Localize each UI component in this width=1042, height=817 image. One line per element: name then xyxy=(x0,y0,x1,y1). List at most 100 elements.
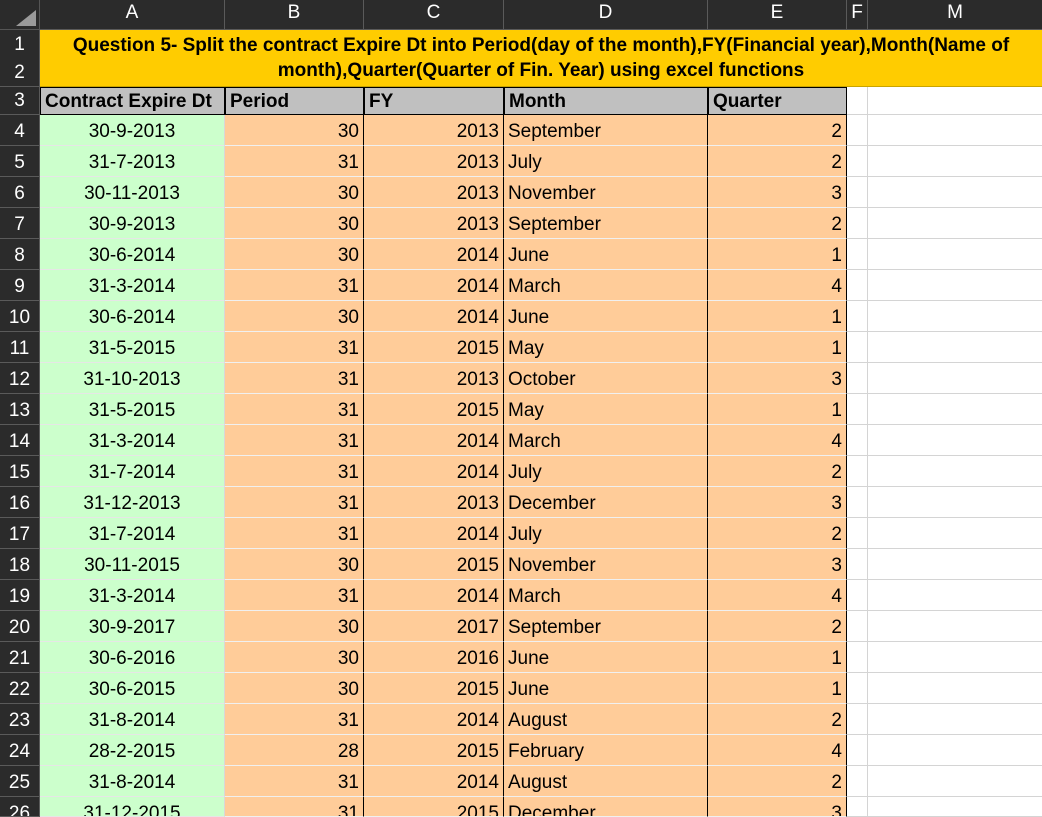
question-title-cell[interactable]: Question 5- Split the contract Expire Dt… xyxy=(40,30,1042,87)
quarter-cell[interactable]: 1 xyxy=(708,394,847,425)
empty-cell[interactable] xyxy=(847,704,868,735)
month-cell[interactable]: May xyxy=(504,394,708,425)
month-cell[interactable]: March xyxy=(504,270,708,301)
empty-cell[interactable] xyxy=(868,766,1042,797)
contract-expire-dt-cell[interactable]: 30-6-2016 xyxy=(40,642,225,673)
quarter-cell[interactable]: 2 xyxy=(708,146,847,177)
month-cell[interactable]: July xyxy=(504,518,708,549)
empty-cell[interactable] xyxy=(868,239,1042,270)
fy-cell[interactable]: 2013 xyxy=(364,487,504,518)
empty-cell[interactable] xyxy=(847,456,868,487)
contract-expire-dt-cell[interactable]: 31-7-2013 xyxy=(40,146,225,177)
contract-expire-dt-cell[interactable]: 30-9-2013 xyxy=(40,208,225,239)
quarter-cell[interactable]: 1 xyxy=(708,332,847,363)
quarter-cell[interactable]: 2 xyxy=(708,208,847,239)
row-header[interactable]: 18 xyxy=(0,549,40,580)
period-cell[interactable]: 31 xyxy=(225,766,364,797)
period-cell[interactable]: 30 xyxy=(225,301,364,332)
quarter-cell[interactable]: 3 xyxy=(708,177,847,208)
period-cell[interactable]: 30 xyxy=(225,177,364,208)
month-cell[interactable]: December xyxy=(504,797,708,817)
quarter-cell[interactable]: 3 xyxy=(708,487,847,518)
quarter-cell[interactable]: 4 xyxy=(708,580,847,611)
row-header[interactable]: 9 xyxy=(0,270,40,301)
quarter-cell[interactable]: 2 xyxy=(708,456,847,487)
row-header[interactable]: 6 xyxy=(0,177,40,208)
fy-cell[interactable]: 2014 xyxy=(364,704,504,735)
month-cell[interactable]: September xyxy=(504,208,708,239)
period-cell[interactable]: 31 xyxy=(225,270,364,301)
month-cell[interactable]: June xyxy=(504,642,708,673)
fy-cell[interactable]: 2015 xyxy=(364,797,504,817)
period-cell[interactable]: 31 xyxy=(225,456,364,487)
empty-cell[interactable] xyxy=(868,177,1042,208)
empty-cell[interactable] xyxy=(847,332,868,363)
period-cell[interactable]: 31 xyxy=(225,332,364,363)
empty-cell[interactable] xyxy=(868,518,1042,549)
empty-cell[interactable] xyxy=(868,487,1042,518)
month-cell[interactable]: November xyxy=(504,549,708,580)
fy-cell[interactable]: 2014 xyxy=(364,580,504,611)
fy-cell[interactable]: 2015 xyxy=(364,735,504,766)
empty-cell[interactable] xyxy=(868,301,1042,332)
fy-cell[interactable]: 2014 xyxy=(364,518,504,549)
quarter-cell[interactable]: 3 xyxy=(708,549,847,580)
quarter-cell[interactable]: 2 xyxy=(708,766,847,797)
month-cell[interactable]: September xyxy=(504,115,708,146)
contract-expire-dt-cell[interactable]: 31-3-2014 xyxy=(40,270,225,301)
row-header[interactable]: 4 xyxy=(0,115,40,146)
row-header[interactable]: 15 xyxy=(0,456,40,487)
contract-expire-dt-cell[interactable]: 30-9-2013 xyxy=(40,115,225,146)
period-cell[interactable]: 31 xyxy=(225,146,364,177)
period-cell[interactable]: 30 xyxy=(225,549,364,580)
fy-cell[interactable]: 2014 xyxy=(364,270,504,301)
header-month[interactable]: Month xyxy=(504,87,708,115)
contract-expire-dt-cell[interactable]: 30-6-2014 xyxy=(40,301,225,332)
empty-cell[interactable] xyxy=(847,425,868,456)
quarter-cell[interactable]: 2 xyxy=(708,518,847,549)
empty-cell[interactable] xyxy=(868,332,1042,363)
contract-expire-dt-cell[interactable]: 30-9-2017 xyxy=(40,611,225,642)
row-header[interactable]: 26 xyxy=(0,797,40,817)
row-header[interactable]: 22 xyxy=(0,673,40,704)
empty-cell[interactable] xyxy=(868,549,1042,580)
empty-cell[interactable] xyxy=(868,425,1042,456)
contract-expire-dt-cell[interactable]: 30-11-2013 xyxy=(40,177,225,208)
column-header-m[interactable]: M xyxy=(868,0,1042,30)
period-cell[interactable]: 31 xyxy=(225,580,364,611)
empty-cell[interactable] xyxy=(847,487,868,518)
fy-cell[interactable]: 2013 xyxy=(364,115,504,146)
period-cell[interactable]: 31 xyxy=(225,704,364,735)
empty-cell[interactable] xyxy=(847,580,868,611)
month-cell[interactable]: November xyxy=(504,177,708,208)
empty-cell[interactable] xyxy=(847,177,868,208)
select-all-button[interactable] xyxy=(0,0,40,30)
period-cell[interactable]: 30 xyxy=(225,208,364,239)
empty-cell[interactable] xyxy=(847,797,868,817)
fy-cell[interactable]: 2013 xyxy=(364,177,504,208)
empty-cell[interactable] xyxy=(868,642,1042,673)
month-cell[interactable]: July xyxy=(504,456,708,487)
contract-expire-dt-cell[interactable]: 30-11-2015 xyxy=(40,549,225,580)
empty-cell[interactable] xyxy=(847,146,868,177)
contract-expire-dt-cell[interactable]: 30-6-2014 xyxy=(40,239,225,270)
period-cell[interactable]: 28 xyxy=(225,735,364,766)
month-cell[interactable]: May xyxy=(504,332,708,363)
period-cell[interactable]: 31 xyxy=(225,425,364,456)
contract-expire-dt-cell[interactable]: 30-6-2015 xyxy=(40,673,225,704)
month-cell[interactable]: February xyxy=(504,735,708,766)
row-header[interactable]: 12 xyxy=(0,363,40,394)
empty-cell[interactable] xyxy=(847,115,868,146)
empty-cell[interactable] xyxy=(868,704,1042,735)
empty-cell[interactable] xyxy=(868,146,1042,177)
contract-expire-dt-cell[interactable]: 31-10-2013 xyxy=(40,363,225,394)
row-header[interactable]: 14 xyxy=(0,425,40,456)
period-cell[interactable]: 31 xyxy=(225,518,364,549)
row-header[interactable]: 19 xyxy=(0,580,40,611)
period-cell[interactable]: 30 xyxy=(225,611,364,642)
empty-cell[interactable] xyxy=(847,394,868,425)
row-header[interactable]: 5 xyxy=(0,146,40,177)
row-header[interactable]: 24 xyxy=(0,735,40,766)
empty-cell[interactable] xyxy=(868,208,1042,239)
header-quarter[interactable]: Quarter xyxy=(708,87,847,115)
